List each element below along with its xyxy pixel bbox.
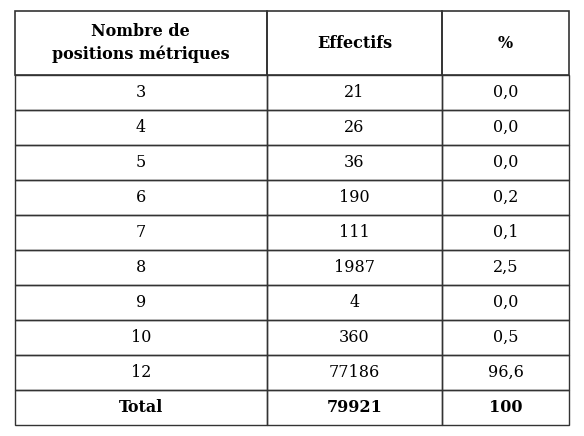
Text: 36: 36 [344, 154, 364, 171]
Text: 2,5: 2,5 [493, 259, 519, 276]
Text: 100: 100 [489, 399, 522, 416]
Text: 190: 190 [339, 189, 370, 206]
Text: %: % [498, 34, 513, 51]
Bar [267, 355, 442, 390]
Bar [15, 11, 267, 75]
Text: 7: 7 [135, 224, 146, 241]
Bar [267, 110, 442, 145]
Bar [15, 145, 267, 180]
Text: 0,1: 0,1 [493, 224, 519, 241]
Bar [442, 390, 569, 425]
Text: 4: 4 [135, 119, 146, 136]
Text: 26: 26 [344, 119, 364, 136]
Text: 0,5: 0,5 [493, 329, 519, 346]
Bar [267, 285, 442, 320]
Bar [15, 180, 267, 215]
Text: 96,6: 96,6 [488, 364, 523, 381]
Text: 360: 360 [339, 329, 370, 346]
Bar [267, 75, 442, 110]
Text: 10: 10 [131, 329, 151, 346]
Bar [267, 215, 442, 250]
Bar [442, 285, 569, 320]
Bar [15, 110, 267, 145]
Bar [442, 250, 569, 285]
Bar [442, 75, 569, 110]
Bar [15, 320, 267, 355]
Bar [267, 11, 442, 75]
Bar [15, 355, 267, 390]
Bar [15, 215, 267, 250]
Bar [267, 320, 442, 355]
Bar [15, 390, 267, 425]
Text: 0,2: 0,2 [493, 189, 518, 206]
Bar [442, 145, 569, 180]
Text: 111: 111 [339, 224, 370, 241]
Text: 1987: 1987 [334, 259, 375, 276]
Text: 5: 5 [135, 154, 146, 171]
Text: Effectifs: Effectifs [317, 34, 392, 51]
Text: 79921: 79921 [326, 399, 383, 416]
Text: Total: Total [119, 399, 163, 416]
Bar [267, 145, 442, 180]
Bar [267, 390, 442, 425]
Bar [15, 250, 267, 285]
Text: 12: 12 [131, 364, 151, 381]
Bar [442, 11, 569, 75]
Text: Nombre de
positions métriques: Nombre de positions métriques [52, 23, 230, 63]
Bar [442, 110, 569, 145]
Text: 0,0: 0,0 [493, 119, 518, 136]
Bar [442, 180, 569, 215]
Text: 6: 6 [135, 189, 146, 206]
Text: 0,0: 0,0 [493, 84, 518, 101]
Text: 8: 8 [135, 259, 146, 276]
Text: 77186: 77186 [329, 364, 380, 381]
Bar [15, 75, 267, 110]
Bar [267, 180, 442, 215]
Text: 21: 21 [344, 84, 364, 101]
Text: 9: 9 [135, 294, 146, 311]
Bar [442, 355, 569, 390]
Bar [15, 285, 267, 320]
Bar [267, 250, 442, 285]
Bar [442, 320, 569, 355]
Text: 0,0: 0,0 [493, 294, 518, 311]
Bar [442, 215, 569, 250]
Text: 4: 4 [349, 294, 360, 311]
Text: 3: 3 [135, 84, 146, 101]
Text: 0,0: 0,0 [493, 154, 518, 171]
